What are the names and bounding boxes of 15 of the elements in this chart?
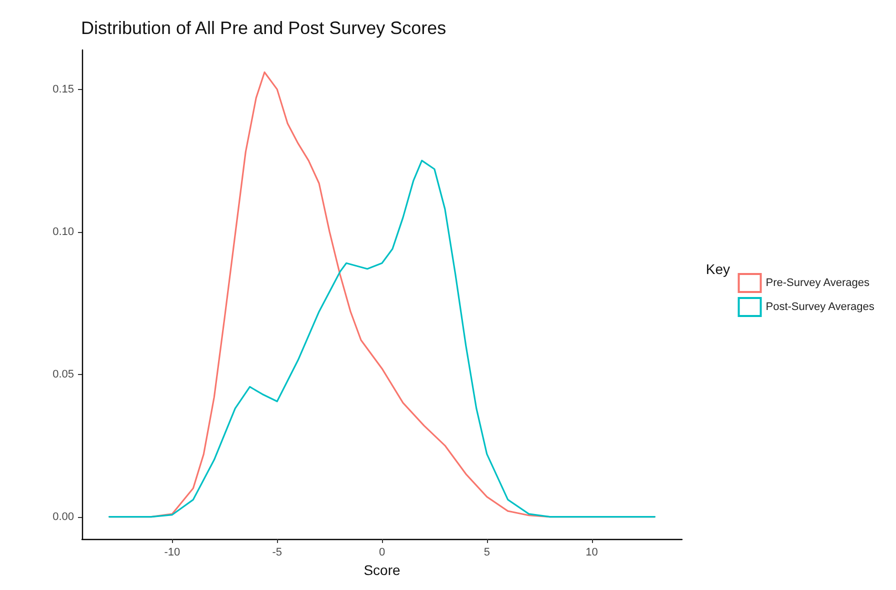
x-tick-label: 10 [586,546,598,558]
legend-title: Key [706,261,730,277]
x-tick-label: -5 [272,546,282,558]
legend-label: Post-Survey Averages [766,301,875,313]
chart-title: Distribution of All Pre and Post Survey Scores [81,18,446,38]
x-axis-title: Score [364,562,400,578]
line-series [108,160,656,518]
y-tick-label: 0.00 [52,510,74,523]
y-tick-label: 0.05 [52,368,74,380]
x-tick-label: 5 [484,546,490,558]
y-tick-label: 0.15 [52,83,74,96]
x-tick-label: -10 [164,546,180,558]
legend-label: Pre-Survey Averages [766,277,870,289]
y-tick-label: 0.10 [52,226,74,238]
x-tick-label: 0 [378,546,386,558]
